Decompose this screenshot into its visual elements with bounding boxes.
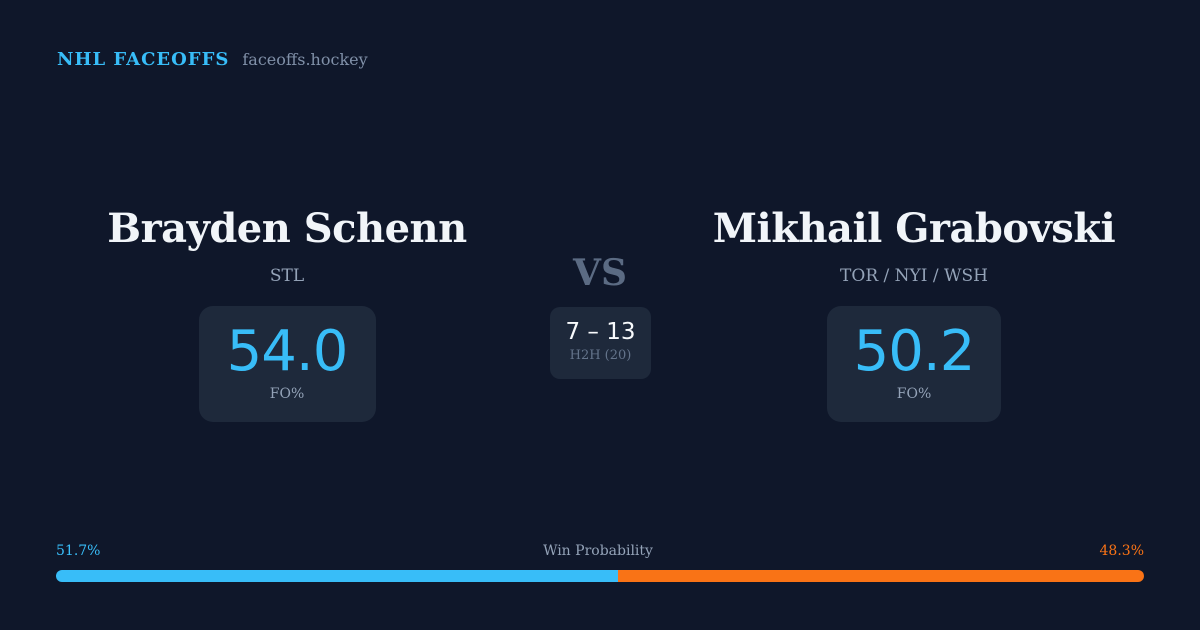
win-prob-left: 51.7% bbox=[56, 543, 101, 559]
h2h-label: H2H (20) bbox=[569, 348, 632, 363]
brand-url: faceoffs.hockey bbox=[242, 50, 368, 69]
win-prob-bar bbox=[56, 570, 1144, 582]
player-right: Mikhail Grabovski TOR / NYI / WSH 50.2 F… bbox=[664, 205, 1164, 422]
player-left: Brayden Schenn STL 54.0 FO% bbox=[37, 205, 537, 422]
fo-card: 50.2 FO% bbox=[827, 306, 1001, 422]
brand-header: NHL FACEOFFS faceoffs.hockey bbox=[57, 49, 368, 70]
fo-value: 54.0 bbox=[226, 319, 349, 384]
fo-value: 50.2 bbox=[853, 319, 976, 384]
player-team: TOR / NYI / WSH bbox=[840, 266, 988, 286]
brand-title: NHL FACEOFFS bbox=[57, 49, 230, 70]
fo-card: 54.0 FO% bbox=[198, 306, 376, 422]
vs-label: VS bbox=[573, 252, 627, 294]
win-prob-bar-right bbox=[618, 570, 1144, 582]
h2h-card: 7 – 13 H2H (20) bbox=[550, 307, 651, 379]
win-prob-label: Win Probability bbox=[543, 543, 653, 559]
player-team: STL bbox=[269, 266, 305, 286]
h2h-score: 7 – 13 bbox=[565, 319, 636, 345]
fo-label: FO% bbox=[269, 386, 305, 402]
player-name: Mikhail Grabovski bbox=[712, 205, 1116, 252]
win-prob-bar-left bbox=[56, 570, 619, 582]
fo-label: FO% bbox=[896, 386, 932, 402]
win-prob-right: 48.3% bbox=[1099, 543, 1144, 559]
player-name: Brayden Schenn bbox=[107, 205, 467, 252]
